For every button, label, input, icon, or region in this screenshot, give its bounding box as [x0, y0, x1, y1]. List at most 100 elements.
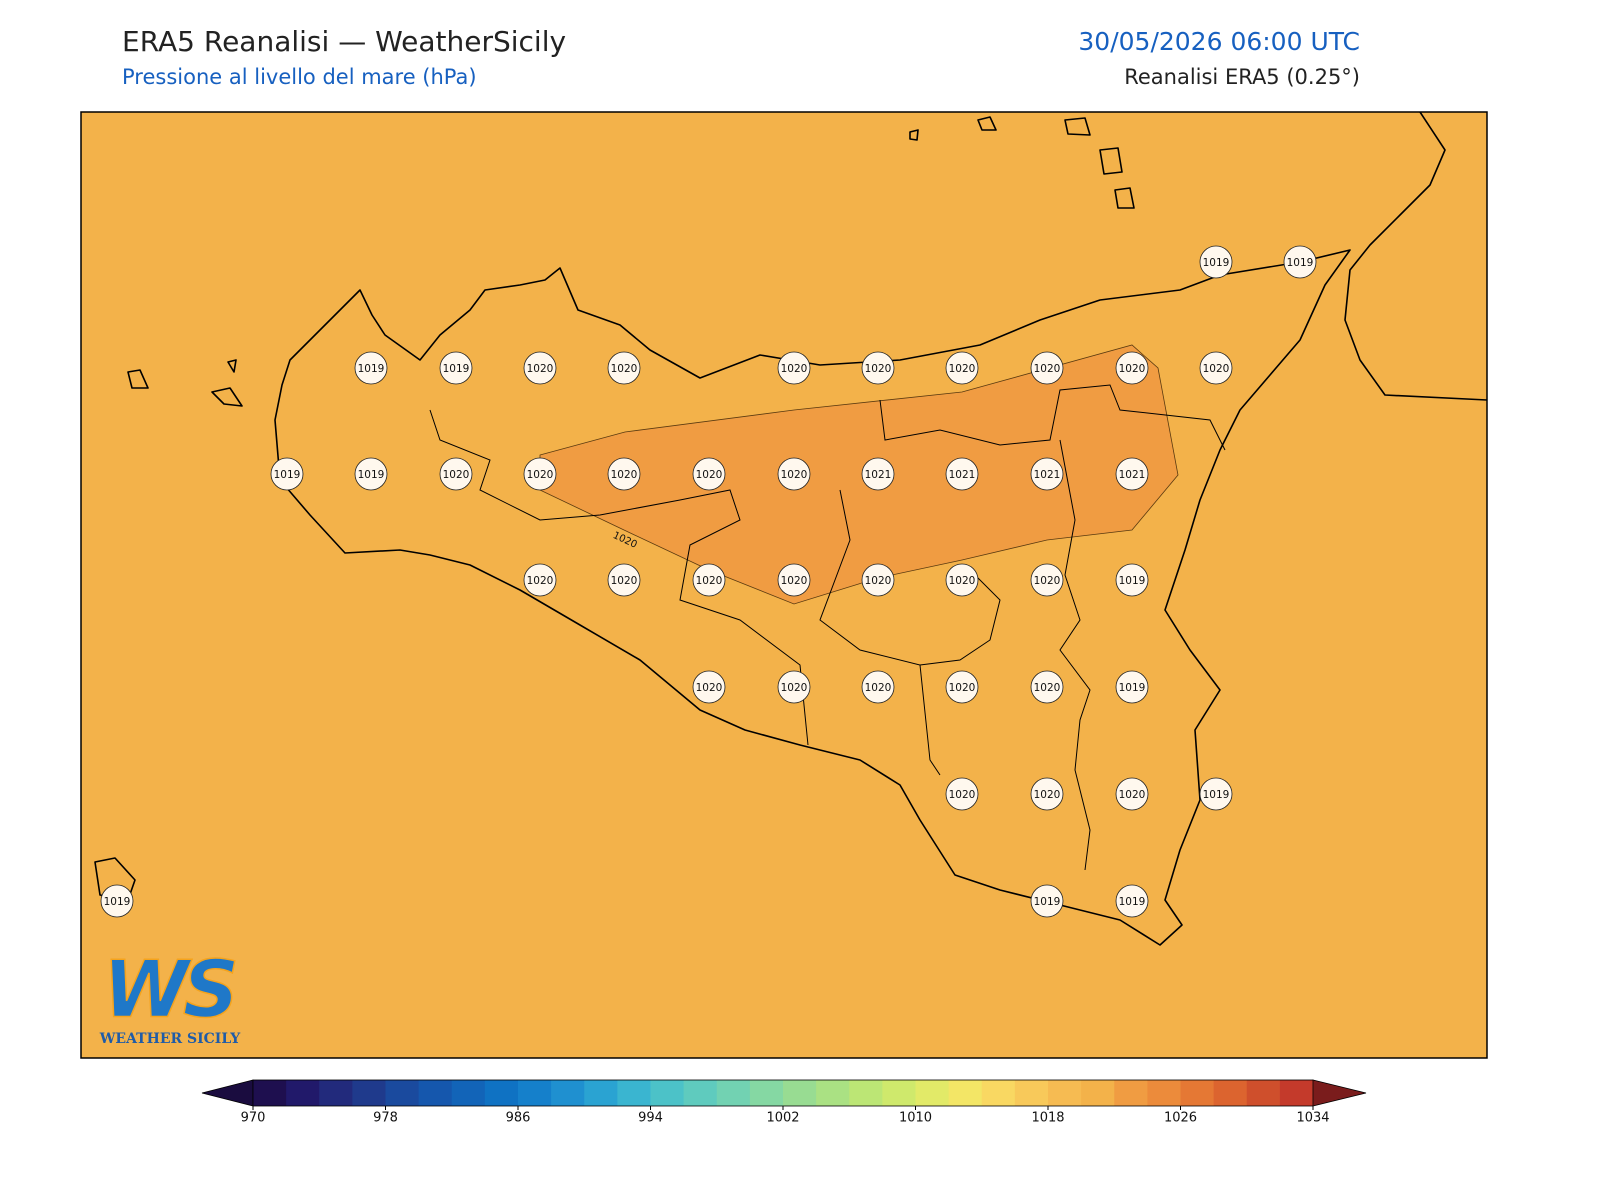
- station-marker: [945, 457, 979, 491]
- colorbar-under: [201, 1079, 254, 1107]
- station-marker: [1199, 245, 1233, 279]
- map-frame: [80, 111, 1488, 1059]
- high-pressure-area: [539, 344, 1179, 605]
- station-marker: [945, 563, 979, 597]
- station-value: 1020: [949, 789, 976, 801]
- station-marker: [439, 457, 473, 491]
- station-marker: [1199, 351, 1233, 385]
- colorbar-tick-label: 1010: [899, 1111, 932, 1126]
- colorbar-bin: [551, 1080, 585, 1106]
- colorbar-bin: [253, 1080, 287, 1106]
- station-marker: [1283, 245, 1317, 279]
- colorbar-tick-label: 994: [638, 1111, 663, 1126]
- station-value: 1020: [1119, 789, 1146, 801]
- station-value: 1020: [696, 469, 723, 481]
- calabria-coastline: [1344, 111, 1488, 401]
- colorbar-tick-label: 978: [373, 1111, 398, 1126]
- station-marker: [777, 351, 811, 385]
- colorbar-tick-label: 1026: [1164, 1111, 1197, 1126]
- station-value: 1020: [949, 575, 976, 587]
- colorbar-bin: [683, 1080, 718, 1106]
- station-value: 1019: [1203, 789, 1230, 801]
- station-value: 1020: [781, 469, 808, 481]
- station-value: 1019: [1119, 682, 1146, 694]
- station-marker: [607, 457, 641, 491]
- colorbar-bin: [981, 1080, 1016, 1106]
- station-value: 1020: [527, 469, 554, 481]
- colorbar-bin: [1180, 1080, 1215, 1106]
- station-marker: [1115, 351, 1149, 385]
- station-value: 1019: [104, 896, 131, 908]
- station-marker: [777, 563, 811, 597]
- source: Reanalisi ERA5 (0.25°): [1124, 65, 1360, 89]
- colorbar-bin: [749, 1080, 784, 1106]
- sicily-coastline: [274, 249, 1351, 946]
- colorbar-bin: [451, 1080, 486, 1106]
- station-value: 1020: [1034, 682, 1061, 694]
- station-marker: [1030, 457, 1064, 491]
- station-value: 1020: [611, 469, 638, 481]
- colorbar-bin: [518, 1080, 552, 1106]
- station-value: 1021: [865, 469, 892, 481]
- station-marker: [1030, 884, 1064, 918]
- colorbar-bin: [948, 1080, 983, 1106]
- station-value: 1019: [358, 363, 385, 375]
- colorbar-bin: [716, 1080, 751, 1106]
- colorbar-bin: [418, 1080, 453, 1106]
- colorbar-tick-label: 1034: [1296, 1111, 1329, 1126]
- station-marker: [861, 457, 895, 491]
- colorbar-bin: [1279, 1080, 1314, 1106]
- station-value: 1019: [1119, 896, 1146, 908]
- station-value: 1020: [781, 363, 808, 375]
- timestamp: 30/05/2026 06:00 UTC: [1078, 27, 1360, 56]
- station-value: 1019: [1203, 257, 1230, 269]
- logo-mark: WS: [103, 945, 235, 1035]
- station-marker: [1030, 563, 1064, 597]
- station-value: 1020: [949, 363, 976, 375]
- station-marker: [861, 351, 895, 385]
- station-marker: [354, 457, 388, 491]
- station-marker: [777, 670, 811, 704]
- colorbar-bin: [286, 1080, 320, 1106]
- colorbar-tick-label: 1018: [1031, 1111, 1064, 1126]
- station-value: 1020: [696, 575, 723, 587]
- station-value: 1020: [1034, 363, 1061, 375]
- station-value: 1020: [865, 682, 892, 694]
- colorbar-bin: [617, 1080, 651, 1106]
- logo-name: WEATHER SICILY: [99, 1031, 242, 1047]
- colorbar-tick-label: 986: [506, 1111, 531, 1126]
- colorbar-bin: [1014, 1080, 1049, 1106]
- station-marker: [270, 457, 304, 491]
- subtitle: Pressione al livello del mare (hPa): [122, 65, 477, 89]
- station-marker: [692, 563, 726, 597]
- title: ERA5 Reanalisi — WeatherSicily: [122, 25, 566, 58]
- station-value: 1020: [781, 575, 808, 587]
- colorbar-bin: [849, 1080, 883, 1106]
- station-value: 1020: [1034, 575, 1061, 587]
- station-value: 1019: [1034, 896, 1061, 908]
- station-value: 1020: [527, 575, 554, 587]
- colorbar: 970 978 986 994 1002 1010 1018 1026 1034: [201, 1079, 1367, 1126]
- colorbar-bin: [1213, 1080, 1248, 1106]
- station-value: 1020: [1203, 363, 1230, 375]
- station-marker: [1115, 884, 1149, 918]
- colorbar-tick-label: 1002: [766, 1111, 799, 1126]
- station-marker: [692, 457, 726, 491]
- colorbar-bin: [1147, 1080, 1181, 1106]
- colorbar-bin: [650, 1080, 685, 1106]
- colorbar-tick-label: 970: [241, 1111, 266, 1126]
- station-marker: [861, 563, 895, 597]
- station-value: 1020: [443, 469, 470, 481]
- colorbar-bin: [816, 1080, 850, 1106]
- station-marker: [1115, 670, 1149, 704]
- colorbar-bin: [584, 1080, 618, 1106]
- station-marker: [523, 457, 557, 491]
- station-marker: [100, 884, 134, 918]
- station-value: 1020: [696, 682, 723, 694]
- colorbar-bin: [385, 1080, 420, 1106]
- station-value: 1019: [1119, 575, 1146, 587]
- station-marker: [945, 777, 979, 811]
- station-marker: [1115, 563, 1149, 597]
- station-marker: [523, 563, 557, 597]
